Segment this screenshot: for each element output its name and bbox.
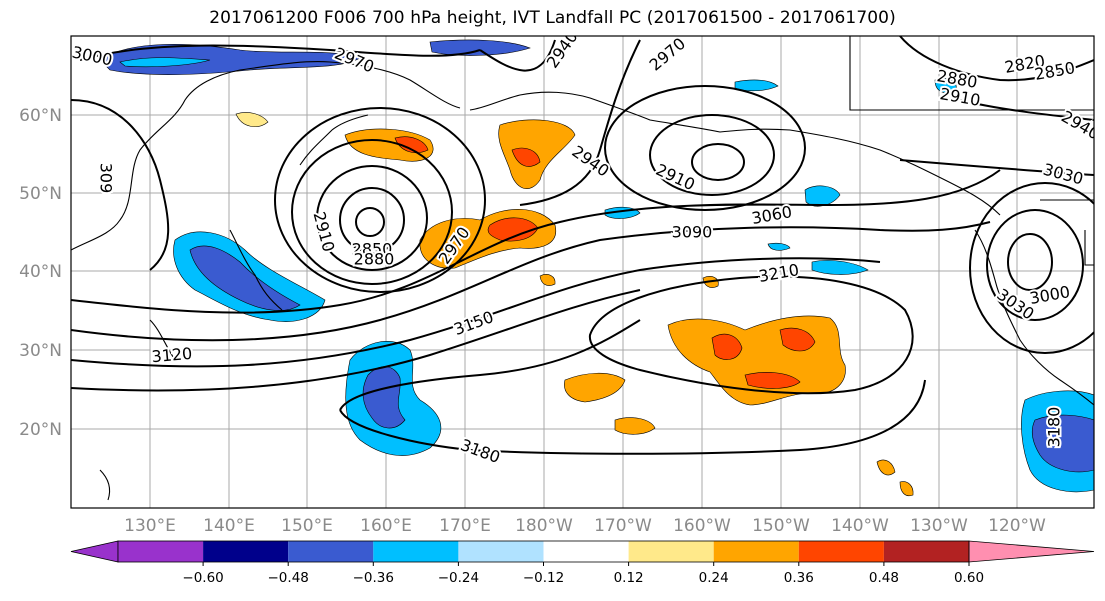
longitude-label: 130°E — [124, 516, 176, 536]
longitude-labels: 130°E 140°E 150°E 160°E 170°E 180°W 170°W 160°W… — [124, 516, 1046, 536]
longitude-label: 140°W — [831, 516, 889, 536]
latitude-label: 50°N — [19, 184, 62, 204]
colorbar-segment — [458, 541, 544, 562]
contour-label: 2850 — [352, 240, 393, 259]
latitude-label: 30°N — [19, 341, 62, 361]
map-frame — [70, 35, 1095, 509]
colorbar-tick-label: −0.24 — [438, 570, 479, 586]
colorbar-segment — [288, 541, 374, 562]
coastlines — [71, 36, 1094, 501]
colorbar-segment — [118, 541, 204, 562]
height-contours — [71, 36, 1094, 455]
colorbar-segment — [713, 541, 799, 562]
longitude-label: 170°E — [439, 516, 491, 536]
colorbar-tick-label: 0.60 — [954, 570, 984, 586]
longitude-label: 160°E — [360, 516, 412, 536]
contour-label: 3180 — [1045, 407, 1064, 448]
colorbar-segment — [798, 541, 884, 562]
colorbar-tick-label: 0.36 — [784, 570, 814, 586]
colorbar-tick-label: 0.24 — [699, 570, 729, 586]
colorbar-tick-label: −0.36 — [353, 570, 394, 586]
colorbar: −0.60 −0.48 −0.36 −0.24 −0.12 0.12 0.24 0.36 0.4… — [70, 540, 1095, 586]
longitude-label: 160°W — [673, 516, 731, 536]
colorbar-tick-label: −0.60 — [182, 570, 223, 586]
colorbar-segment — [628, 541, 714, 562]
contour-label: 2880 — [354, 250, 395, 269]
latitude-label: 40°N — [19, 262, 62, 282]
map-title: 2017061200 F006 700 hPa height, IVT Land… — [209, 8, 896, 28]
longitude-label: 150°E — [281, 516, 333, 536]
latitude-labels: 60°N 50°N 40°N 30°N 20°N — [19, 106, 62, 440]
colorbar-tick-label: 0.12 — [614, 570, 644, 586]
colorbar-tick-label: −0.48 — [268, 570, 309, 586]
colorbar-segment — [203, 541, 289, 562]
contour-label: 309 — [97, 163, 116, 194]
contour-label: 3090 — [672, 223, 713, 242]
colorbar-extend-high — [968, 540, 1095, 563]
longitude-label: 150°W — [752, 516, 810, 536]
longitude-label: 180°W — [515, 516, 573, 536]
latitude-label: 60°N — [19, 106, 62, 126]
colorbar-tick-label: 0.48 — [869, 570, 899, 586]
longitude-label: 130°W — [910, 516, 968, 536]
colorbar-tick-label: −0.12 — [523, 570, 564, 586]
colorbar-segment — [543, 541, 629, 562]
colorbar-segment — [373, 541, 459, 562]
longitude-label: 170°W — [594, 516, 652, 536]
longitude-label: 120°W — [988, 516, 1046, 536]
latitude-label: 20°N — [19, 420, 62, 440]
longitude-label: 140°E — [203, 516, 255, 536]
colorbar-segment — [883, 541, 969, 562]
colorbar-extend-low — [70, 540, 119, 563]
contour-label: 3120 — [151, 344, 193, 366]
